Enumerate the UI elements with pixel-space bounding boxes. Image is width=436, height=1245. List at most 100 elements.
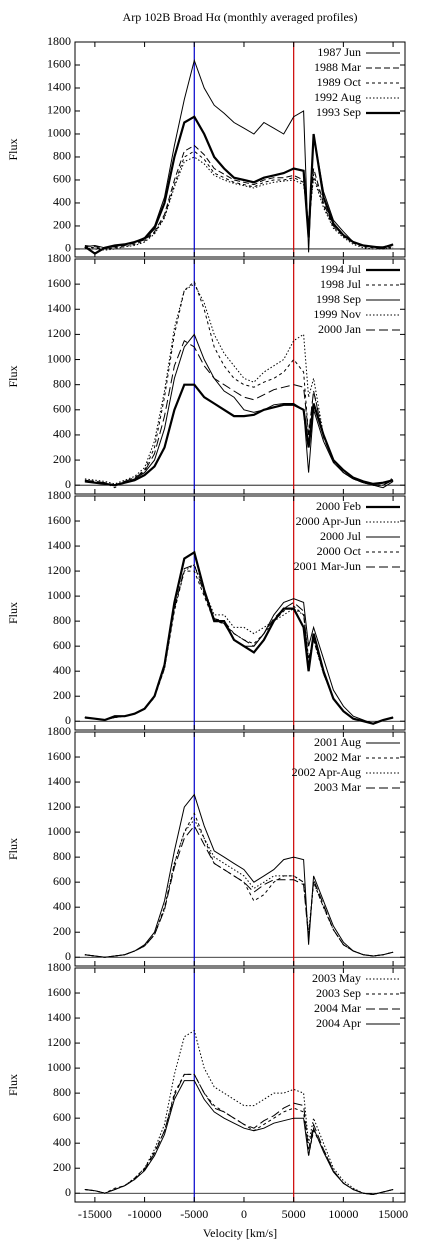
y-tick-label: 1800 <box>47 724 71 738</box>
y-tick-label: 1800 <box>47 960 71 974</box>
legend-label: 1998 Jul <box>320 277 362 291</box>
y-tick-label: 1200 <box>47 1035 71 1049</box>
y-tick-label: 1800 <box>47 34 71 48</box>
y-tick-label: 1400 <box>47 80 71 94</box>
spectrum-line <box>84 793 394 958</box>
x-tick-label: 5000 <box>282 1207 306 1221</box>
y-tick-label: 800 <box>53 149 71 163</box>
spectrum-line <box>84 1073 394 1196</box>
spectrum-line <box>84 551 394 725</box>
chart-title: Arp 102B Broad Hα (monthly averaged prof… <box>123 10 358 24</box>
y-tick-label: 1400 <box>47 301 71 315</box>
y-tick-label: 0 <box>65 949 71 963</box>
y-tick-label: 1200 <box>47 563 71 577</box>
y-tick-label: 1000 <box>47 824 71 838</box>
legend-label: 2004 Mar <box>314 1001 361 1015</box>
spectrum-line <box>84 812 394 958</box>
spectrum-line <box>84 570 394 725</box>
legend-label: 2004 Apr <box>316 1016 361 1030</box>
x-tick-label: -5000 <box>180 1207 208 1221</box>
y-tick-label: 0 <box>65 713 71 727</box>
legend-label: 2003 Sep <box>316 986 361 1000</box>
spectrum-line <box>84 144 394 249</box>
y-tick-label: 600 <box>53 874 71 888</box>
plot-frame <box>74 41 406 258</box>
x-tick-label: -10000 <box>128 1207 162 1221</box>
y-axis-label: Flux <box>6 365 20 387</box>
y-tick-label: 400 <box>53 899 71 913</box>
y-tick-label: 1800 <box>47 488 71 502</box>
spectrum-line <box>84 1029 394 1196</box>
plot-frame <box>74 967 406 1203</box>
y-tick-label: 400 <box>53 195 71 209</box>
y-tick-label: 200 <box>53 688 71 702</box>
y-axis-label: Flux <box>6 1074 20 1096</box>
y-tick-label: 600 <box>53 1110 71 1124</box>
y-tick-label: 1600 <box>47 276 71 290</box>
legend-label: 1992 Aug <box>314 90 361 104</box>
legend-label: 2000 Feb <box>316 499 361 513</box>
legend-label: 2000 Apr-Jun <box>296 514 361 528</box>
y-tick-label: 1600 <box>47 57 71 71</box>
y-tick-label: 600 <box>53 172 71 186</box>
y-tick-label: 0 <box>65 477 71 491</box>
spectrum-line <box>84 550 394 725</box>
x-tick-label: -15000 <box>78 1207 112 1221</box>
legend-label: 1993 Sep <box>316 105 361 119</box>
legend-label: 2000 Jul <box>320 529 362 543</box>
y-tick-label: 800 <box>53 849 71 863</box>
y-tick-label: 200 <box>53 924 71 938</box>
y-tick-label: 200 <box>53 452 71 466</box>
y-tick-label: 1400 <box>47 774 71 788</box>
plot-frame <box>74 495 406 731</box>
spectrum-line <box>84 383 394 487</box>
y-tick-label: 200 <box>53 218 71 232</box>
y-axis-label: Flux <box>6 138 20 160</box>
spectrum-line <box>84 333 394 489</box>
spectrum-line <box>84 1073 394 1196</box>
spectrum-line <box>84 1080 394 1196</box>
spectrum-line <box>84 156 394 251</box>
y-tick-label: 1400 <box>47 1010 71 1024</box>
y-tick-label: 1000 <box>47 1060 71 1074</box>
y-tick-label: 800 <box>53 376 71 390</box>
y-tick-label: 400 <box>53 427 71 441</box>
legend-label: 1999 Nov <box>313 307 361 321</box>
plot-frame <box>74 258 406 495</box>
spectrum-line <box>84 564 394 725</box>
legend-label: 2001 Aug <box>314 735 361 749</box>
y-tick-label: 600 <box>53 638 71 652</box>
legend-label: 1994 Jul <box>320 262 362 276</box>
y-axis-label: Flux <box>6 838 20 860</box>
y-tick-label: 1200 <box>47 103 71 117</box>
y-tick-label: 1400 <box>47 538 71 552</box>
y-tick-label: 1600 <box>47 513 71 527</box>
y-tick-label: 800 <box>53 1085 71 1099</box>
legend-label: 1988 Mar <box>314 60 361 74</box>
y-tick-label: 1800 <box>47 251 71 265</box>
y-tick-label: 600 <box>53 402 71 416</box>
y-tick-label: 800 <box>53 613 71 627</box>
y-tick-label: 200 <box>53 1160 71 1174</box>
plot-frame <box>74 731 406 967</box>
legend-label: 2003 Mar <box>314 780 361 794</box>
spectrum-line <box>84 339 394 486</box>
legend-label: 2002 Mar <box>314 750 361 764</box>
y-tick-label: 1600 <box>47 749 71 763</box>
y-tick-label: 0 <box>65 1185 71 1199</box>
spectrum-line <box>84 818 394 958</box>
x-axis-label: Velocity [km/s] <box>203 1226 277 1240</box>
y-tick-label: 0 <box>65 241 71 255</box>
legend-label: 2002 Apr-Aug <box>292 765 361 779</box>
y-tick-label: 400 <box>53 663 71 677</box>
y-tick-label: 1000 <box>47 588 71 602</box>
legend-label: 2000 Jan <box>318 322 361 336</box>
y-tick-label: 1200 <box>47 326 71 340</box>
spectrum-line <box>84 115 394 255</box>
y-axis-label: Flux <box>6 602 20 624</box>
legend-label: 1989 Oct <box>317 75 362 89</box>
x-tick-label: 0 <box>241 1207 247 1221</box>
y-tick-label: 1600 <box>47 985 71 999</box>
legend-label: 1998 Sep <box>316 292 361 306</box>
